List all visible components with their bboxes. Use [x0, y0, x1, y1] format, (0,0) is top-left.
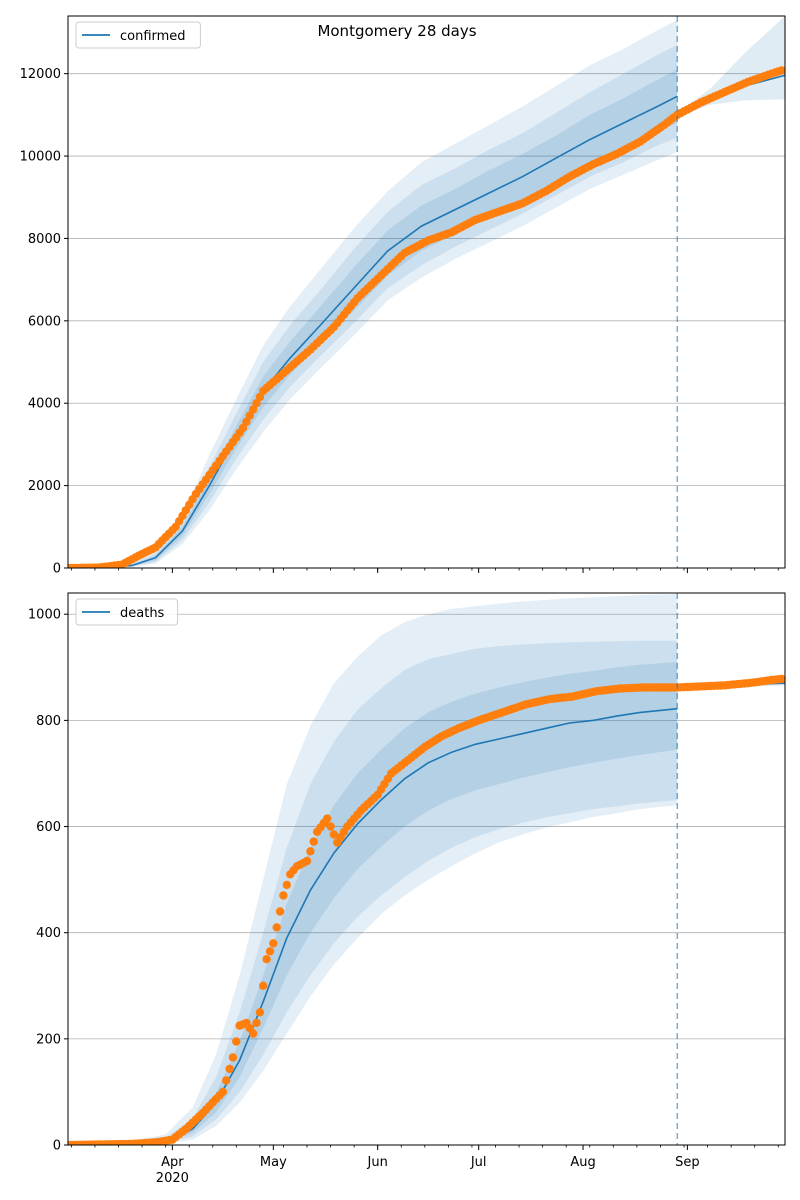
y-tick-label: 0: [53, 562, 61, 577]
band-95: [68, 20, 678, 568]
axes-frame: [67, 592, 786, 1146]
y-tick-label: 200: [36, 1032, 61, 1047]
plot-area: [68, 594, 785, 1145]
observed-point: [329, 830, 339, 839]
band-50: [68, 662, 678, 1145]
legend: confirmed: [75, 21, 201, 49]
observed-point: [259, 981, 268, 990]
y-tick-label: 8000: [28, 232, 61, 247]
observed-point: [282, 880, 291, 890]
x-tick-label: Apr: [161, 1155, 184, 1170]
observed-point: [309, 837, 318, 846]
observed-point: [777, 66, 785, 75]
x-tick-label: Jun: [367, 1155, 388, 1170]
plot-area: [68, 16, 785, 568]
observed-point: [302, 856, 312, 866]
observed-point: [225, 1064, 234, 1074]
observed-point: [262, 955, 271, 964]
legend-label: deaths: [120, 606, 165, 621]
observed-point: [272, 923, 281, 932]
legend-label: confirmed: [120, 29, 186, 44]
legend-box: [75, 21, 201, 49]
y-tick-label: 600: [36, 820, 61, 835]
forecast-band: [677, 16, 785, 117]
x-tick-label: Jul: [470, 1155, 487, 1170]
observed-point: [232, 1037, 241, 1046]
confirmed-panel: 0 2000 4000 6000 8000 10000 12000 confirmed: [20, 15, 786, 577]
observed-point: [265, 947, 275, 956]
x-year-label: 2020: [156, 1171, 189, 1186]
y-tick-label: 6000: [28, 314, 61, 329]
band-50: [68, 69, 678, 568]
observed-point: [222, 1076, 231, 1085]
y-tick-label: 10000: [20, 150, 61, 165]
x-tick-label: Aug: [570, 1155, 595, 1170]
y-tick-label: 1000: [28, 608, 61, 623]
observed-point: [323, 814, 332, 823]
observed-point: [218, 1087, 227, 1097]
y-tick-label: 2000: [28, 479, 61, 494]
observed-point: [242, 417, 251, 426]
observed-point: [275, 907, 285, 916]
model-median-line: [68, 95, 678, 568]
y-tick-label: 0: [53, 1139, 61, 1154]
band-95: [68, 594, 678, 1145]
observed-point: [777, 674, 785, 684]
legend-box: [75, 598, 179, 626]
axes-frame: [67, 15, 786, 569]
observed-point: [248, 405, 258, 414]
deaths-panel: 0 200 400 600 800 1000 Apr May Jun Jul Aug Sep 2020 d…: [28, 592, 786, 1186]
band-80: [68, 640, 678, 1145]
observed-point: [279, 891, 288, 900]
x-tick-label: Sep: [675, 1155, 700, 1170]
y-tick-label: 400: [36, 926, 61, 941]
observed-point: [306, 847, 315, 856]
observed-point: [255, 1008, 265, 1017]
observed-point: [238, 423, 248, 433]
x-tick-label: May: [260, 1155, 287, 1170]
figure-title: Montgomery 28 days: [317, 22, 476, 40]
y-tick-label: 4000: [28, 397, 61, 412]
observed-point: [269, 939, 278, 948]
y-tick-label: 800: [36, 714, 61, 729]
observed-point: [248, 1029, 258, 1038]
observed-point: [228, 1053, 238, 1062]
observed-point: [326, 822, 335, 831]
observed-point: [252, 399, 261, 408]
observed-point: [252, 1018, 261, 1028]
observed-point: [245, 411, 254, 420]
legend: deaths: [75, 598, 179, 626]
y-tick-label: 12000: [20, 67, 61, 82]
